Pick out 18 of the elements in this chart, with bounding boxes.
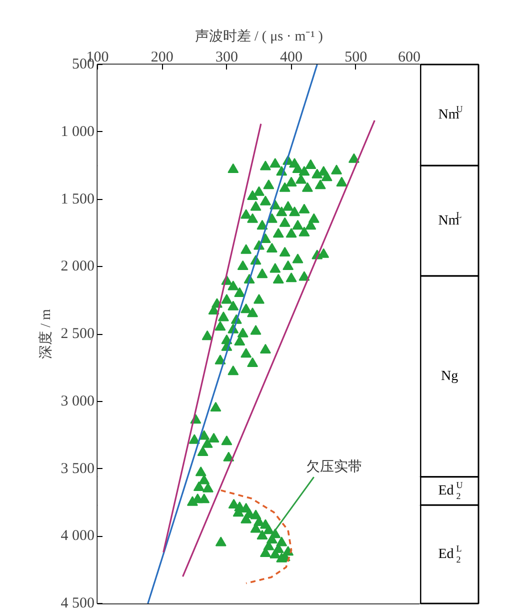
x-tick-label: 300 xyxy=(215,50,238,66)
y-tick-label: 4 500 xyxy=(60,596,94,612)
y-tick-label: 1 500 xyxy=(60,191,94,208)
y-tick-label: 3 000 xyxy=(60,393,94,410)
x-tick-label: 600 xyxy=(398,50,420,66)
y-tick-label: 4 000 xyxy=(60,528,94,544)
y-tick-label: 3 500 xyxy=(60,460,94,477)
x-tick-label: 200 xyxy=(150,50,174,66)
x-tick-label: 500 xyxy=(344,50,368,66)
y-tick-label: 2 500 xyxy=(60,326,94,342)
line-series xyxy=(220,489,292,584)
band-label: Ng xyxy=(441,368,458,384)
x-tick-label: 400 xyxy=(280,50,303,66)
y-tick-label: 2 000 xyxy=(60,258,94,275)
x-axis-title: 声波时差 / ( μs · m⁻¹ ) xyxy=(195,28,324,44)
y-tick-label: 1 000 xyxy=(60,124,94,140)
annotation: 欠压实带 xyxy=(306,459,362,476)
y-axis-title: 深度 / m xyxy=(38,309,54,359)
